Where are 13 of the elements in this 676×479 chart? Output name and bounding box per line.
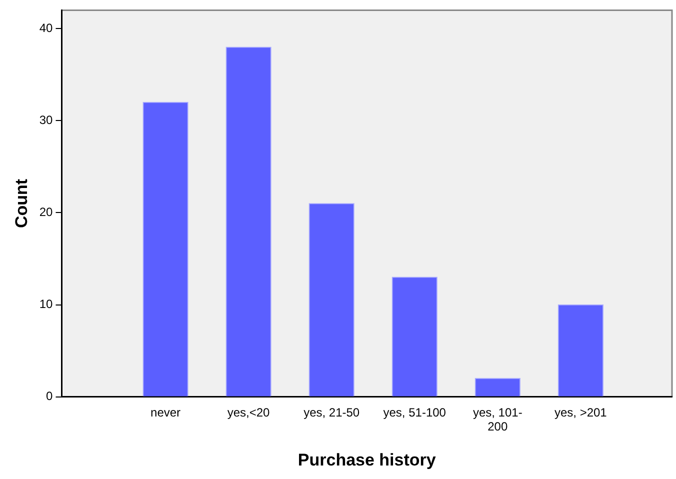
y-tick-label: 20 — [39, 205, 54, 220]
y-axis-title: Count — [12, 178, 31, 228]
y-tick-label: 0 — [46, 389, 54, 404]
x-tick-label: never — [150, 405, 181, 420]
y-tick-label: 10 — [39, 297, 54, 312]
y-tick-label: 40 — [39, 20, 54, 35]
y-tick-label: 30 — [39, 112, 54, 127]
x-tick-label: yes,<20 — [227, 405, 270, 420]
x-tick-label: yes, 101-200 — [472, 405, 522, 434]
x-tick-label: yes, >201 — [554, 405, 608, 420]
x-axis-title: Purchase history — [298, 450, 436, 470]
x-tick-label: yes, 21-50 — [304, 405, 360, 420]
x-tick-label: yes, 51-100 — [383, 405, 446, 420]
